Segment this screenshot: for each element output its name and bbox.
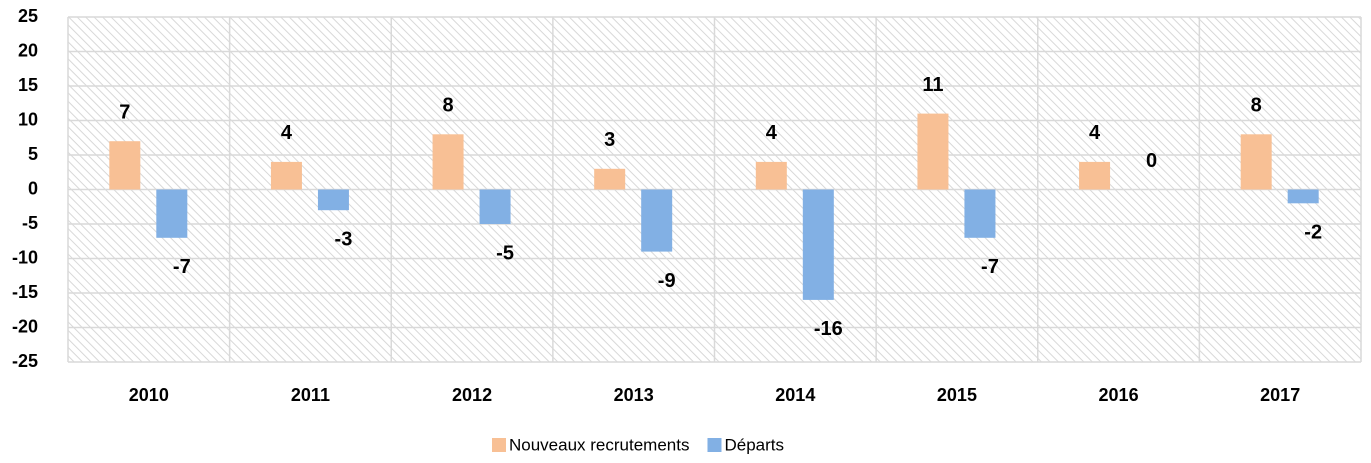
data-label: -5 xyxy=(496,242,514,264)
data-label: 8 xyxy=(1251,95,1262,117)
data-label: -2 xyxy=(1304,222,1322,244)
data-label: 3 xyxy=(604,129,615,151)
data-label: -9 xyxy=(658,270,676,292)
bar xyxy=(755,161,787,190)
x-tick-label: 2016 xyxy=(1099,385,1139,405)
y-tick-label: 5 xyxy=(28,144,38,164)
x-tick-label: 2017 xyxy=(1260,385,1300,405)
data-label: 0 xyxy=(1146,150,1157,172)
bar xyxy=(479,189,511,224)
data-label: -16 xyxy=(814,318,843,340)
x-tick-label: 2011 xyxy=(291,385,330,405)
y-tick-label: 25 xyxy=(18,6,38,26)
y-tick-label: -10 xyxy=(12,247,38,267)
data-label: 11 xyxy=(922,74,943,96)
bar xyxy=(156,189,188,238)
bar xyxy=(964,189,996,238)
data-label: -3 xyxy=(335,228,353,250)
y-tick-label: 20 xyxy=(18,40,38,60)
x-tick-label: 2013 xyxy=(614,385,654,405)
x-tick-label: 2010 xyxy=(129,385,169,405)
y-tick-label: 15 xyxy=(18,75,38,95)
bar xyxy=(594,168,626,190)
data-label: 4 xyxy=(1089,122,1101,144)
y-tick-label: -5 xyxy=(22,213,38,233)
bar xyxy=(641,189,673,252)
x-tick-label: 2012 xyxy=(452,385,492,405)
bar xyxy=(1287,189,1319,204)
bar xyxy=(317,189,349,211)
bar xyxy=(432,134,464,190)
y-tick-label: -15 xyxy=(12,282,38,302)
data-label: 7 xyxy=(119,101,130,123)
y-tick-label: -25 xyxy=(12,351,38,371)
bar xyxy=(917,113,949,190)
legend-swatch xyxy=(707,438,722,452)
data-label: -7 xyxy=(981,256,999,278)
data-label: -7 xyxy=(173,256,191,278)
x-tick-label: 2015 xyxy=(937,385,977,405)
y-tick-label: 0 xyxy=(28,178,38,198)
legend-label: Nouveaux recrutements xyxy=(509,435,689,454)
y-tick-label: -20 xyxy=(12,316,38,336)
bar xyxy=(1079,161,1111,190)
bar xyxy=(109,141,141,190)
legend-swatch xyxy=(492,438,506,452)
legend-label: Départs xyxy=(724,435,784,454)
data-label: 4 xyxy=(766,122,778,144)
bar xyxy=(1240,134,1272,190)
bar xyxy=(270,161,302,190)
y-tick-label: 10 xyxy=(18,109,38,129)
x-tick-label: 2014 xyxy=(775,385,815,405)
data-label: 8 xyxy=(443,95,454,117)
data-label: 4 xyxy=(281,122,293,144)
bar xyxy=(802,189,834,300)
